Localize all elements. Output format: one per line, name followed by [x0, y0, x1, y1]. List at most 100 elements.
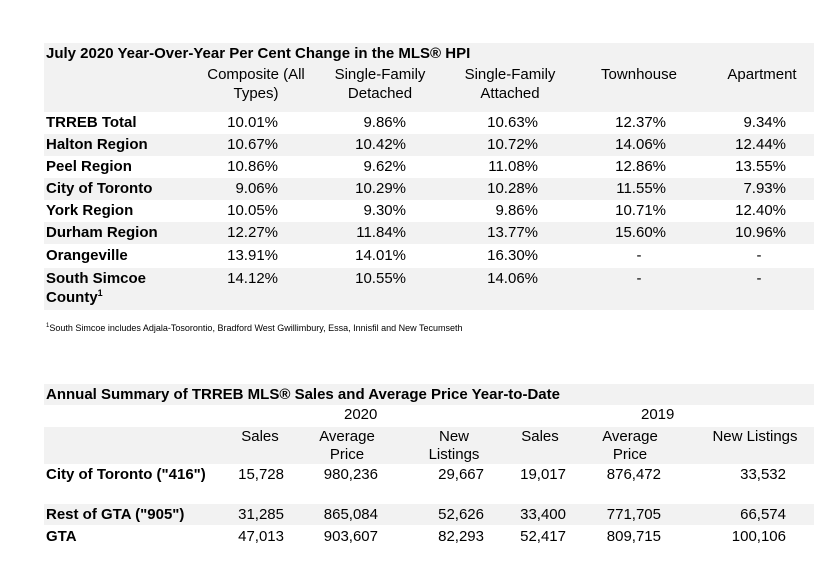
row-label-text: South Simcoe County	[46, 270, 147, 306]
cell-attached: 16.30%	[487, 247, 538, 264]
row-label: TRREB Total	[46, 114, 137, 131]
cell-attached: 10.28%	[487, 180, 538, 197]
cell-detached: 10.55%	[355, 270, 406, 287]
footnote-text: South Simcoe includes Adjala-Tosorontio,…	[49, 323, 463, 333]
row-label: York Region	[46, 202, 134, 219]
header-single-family-detached: Single-Family Detached	[334, 66, 426, 102]
year-2020-label: 2020	[344, 406, 378, 423]
cell-detached: 9.86%	[363, 114, 406, 131]
table-row: Peel Region 10.86% 9.62% 11.08% 12.86% 1…	[44, 156, 814, 178]
header-sales-2020: Sales	[241, 428, 279, 445]
footnote-mark: 1	[46, 323, 50, 329]
cell-detached: 10.29%	[355, 180, 406, 197]
row-label: Halton Region	[46, 136, 148, 153]
table2-header: Sales Average Price New Listings Sales A…	[44, 427, 814, 464]
cell-apartment: 12.44%	[735, 136, 786, 153]
header-townhouse: Townhouse	[601, 66, 677, 83]
cell-sales-2019: 33,400	[520, 506, 566, 523]
cell-apartment: 10.96%	[735, 224, 786, 241]
table-row: Durham Region 12.27% 11.84% 13.77% 15.60…	[44, 222, 814, 244]
cell-average-price-2020: 865,084	[323, 506, 378, 523]
cell-attached: 9.86%	[495, 202, 538, 219]
cell-attached: 14.06%	[487, 270, 538, 287]
cell-apartment: -	[756, 247, 762, 264]
footnote-mark: 1	[97, 288, 103, 298]
cell-new-listings-2019: 66,574	[740, 506, 786, 523]
table-row: Orangeville 13.91% 14.01% 16.30% - -	[44, 245, 814, 267]
cell-average-price-2020: 980,236	[323, 466, 378, 483]
table-row: Halton Region 10.67% 10.42% 10.72% 14.06…	[44, 134, 814, 156]
cell-average-price-2019: 876,472	[606, 466, 661, 483]
cell-apartment: 7.93%	[743, 180, 786, 197]
header-average-price-2019: Average Price	[602, 428, 658, 463]
cell-sales-2020: 31,285	[238, 506, 284, 523]
header-average-price-2020: Average Price	[319, 428, 375, 463]
row-label: Rest of GTA ("905")	[46, 506, 185, 523]
cell-townhouse: 12.86%	[615, 158, 666, 175]
cell-average-price-2019: 771,705	[606, 506, 661, 523]
cell-townhouse: -	[636, 247, 642, 264]
cell-townhouse: 11.55%	[616, 180, 666, 197]
cell-detached: 14.01%	[355, 247, 406, 264]
row-label: Durham Region	[46, 224, 158, 241]
cell-townhouse: 15.60%	[615, 224, 666, 241]
cell-detached: 11.84%	[356, 224, 406, 241]
table-row: TRREB Total 10.01% 9.86% 10.63% 12.37% 9…	[44, 112, 814, 134]
cell-apartment: 9.34%	[743, 114, 786, 131]
row-label: Peel Region	[46, 158, 132, 175]
cell-new-listings-2019: 33,532	[740, 466, 786, 483]
cell-attached: 10.72%	[487, 136, 538, 153]
table-row: York Region 10.05% 9.30% 9.86% 10.71% 12…	[44, 200, 814, 222]
cell-townhouse: 10.71%	[615, 202, 666, 219]
cell-apartment: 12.40%	[735, 202, 786, 219]
cell-composite: 12.27%	[227, 224, 278, 241]
cell-average-price-2020: 903,607	[323, 528, 378, 545]
cell-townhouse: -	[636, 270, 642, 287]
cell-detached: 9.30%	[363, 202, 406, 219]
table1-footnote: 1South Simcoe includes Adjala-Tosorontio…	[46, 322, 463, 334]
cell-townhouse: 12.37%	[615, 114, 666, 131]
header-new-listings-2020: New Listings	[428, 428, 480, 463]
cell-townhouse: 14.06%	[615, 136, 666, 153]
header-single-family-attached: Single-Family Attached	[464, 66, 556, 102]
cell-new-listings-2020: 29,667	[438, 466, 484, 483]
cell-detached: 9.62%	[363, 158, 406, 175]
cell-average-price-2019: 809,715	[606, 528, 661, 545]
cell-new-listings-2020: 52,626	[438, 506, 484, 523]
cell-sales-2020: 15,728	[238, 466, 284, 483]
table-row: GTA 47,013 903,607 82,293 52,417 809,715…	[44, 526, 814, 547]
table-row: City of Toronto ("416") 15,728 980,236 2…	[44, 465, 814, 505]
row-label: City of Toronto	[46, 180, 153, 197]
cell-attached: 13.77%	[487, 224, 538, 241]
table-row: South Simcoe County1 14.12% 10.55% 14.06…	[44, 268, 814, 310]
row-label: South Simcoe County1	[46, 269, 196, 307]
year-2019-label: 2019	[641, 406, 675, 423]
cell-composite: 13.91%	[227, 247, 278, 264]
row-label: GTA	[46, 528, 77, 545]
row-label: Orangeville	[46, 247, 128, 264]
cell-attached: 11.08%	[488, 158, 538, 175]
cell-sales-2019: 19,017	[520, 466, 566, 483]
cell-detached: 10.42%	[355, 136, 406, 153]
header-sales-2019: Sales	[521, 428, 559, 445]
table-row: Rest of GTA ("905") 31,285 865,084 52,62…	[44, 504, 814, 525]
cell-composite: 10.67%	[227, 136, 278, 153]
cell-composite: 9.06%	[235, 180, 278, 197]
cell-composite: 14.12%	[227, 270, 278, 287]
cell-composite: 10.86%	[227, 158, 278, 175]
cell-attached: 10.63%	[487, 114, 538, 131]
cell-sales-2020: 47,013	[238, 528, 284, 545]
table-row: City of Toronto 9.06% 10.29% 10.28% 11.5…	[44, 178, 814, 200]
row-label: City of Toronto ("416")	[46, 466, 206, 483]
header-apartment: Apartment	[727, 66, 797, 83]
header-composite: Composite (All Types)	[207, 66, 305, 102]
cell-new-listings-2020: 82,293	[438, 528, 484, 545]
cell-composite: 10.05%	[227, 202, 278, 219]
cell-apartment: -	[756, 270, 762, 287]
table2-title: Annual Summary of TRREB MLS® Sales and A…	[44, 384, 814, 405]
cell-composite: 10.01%	[227, 114, 278, 131]
header-new-listings-2019: New Listings	[712, 428, 798, 445]
cell-sales-2019: 52,417	[520, 528, 566, 545]
cell-apartment: 13.55%	[735, 158, 786, 175]
cell-new-listings-2019: 100,106	[731, 528, 786, 545]
